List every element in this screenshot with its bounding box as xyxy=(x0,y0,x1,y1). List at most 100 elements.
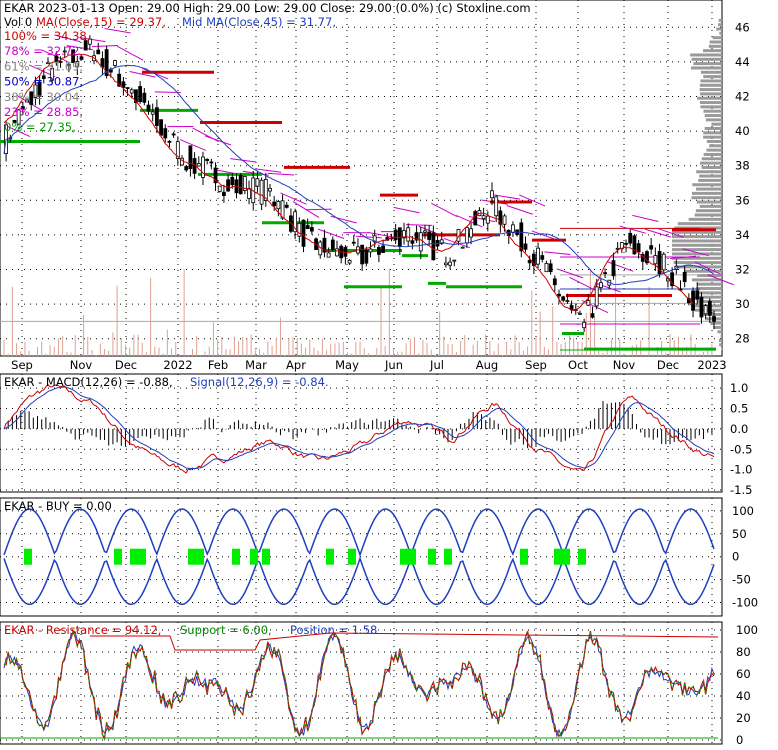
volume-profile-bar xyxy=(700,84,722,87)
price-tick-label: 40 xyxy=(735,124,750,138)
candle-body xyxy=(365,250,368,263)
buy-signal-marker xyxy=(428,549,436,565)
candle-body xyxy=(470,229,473,237)
volume-profile-bar xyxy=(710,41,722,44)
candle-body xyxy=(210,162,213,163)
volume-profile-bar xyxy=(693,62,722,65)
candle-body xyxy=(222,192,225,195)
volume-profile-bar xyxy=(672,248,722,251)
candle-body xyxy=(185,167,188,170)
candle-body xyxy=(256,179,259,186)
volume-profile-bar xyxy=(703,75,722,78)
candle-body xyxy=(348,260,351,263)
candle-body xyxy=(227,180,230,191)
signal-label: Signal(12,26,9) = -0.84. xyxy=(190,375,329,389)
candle-body xyxy=(239,175,242,193)
candle-body xyxy=(595,287,598,306)
buy-signal-marker xyxy=(232,549,240,565)
candle-body xyxy=(578,313,581,314)
price-tick-label: 32 xyxy=(735,263,750,277)
macd-tick-label: -1.5 xyxy=(730,483,752,497)
candle-body xyxy=(130,90,133,93)
volume-profile-bar xyxy=(713,326,722,329)
x-tick-label: Jul xyxy=(429,358,444,372)
x-tick-label: Oct xyxy=(568,358,588,372)
volume-profile-bar xyxy=(704,153,722,156)
buy-signal-marker xyxy=(554,549,562,565)
candle-body xyxy=(126,88,129,89)
candle-body xyxy=(654,256,657,264)
candle-body xyxy=(310,228,313,232)
candle-body xyxy=(432,233,435,260)
volume-profile-bar xyxy=(697,283,722,286)
candle-body xyxy=(361,245,364,264)
buy-tick-label: -50 xyxy=(732,573,751,587)
candle-body xyxy=(298,223,301,236)
candle-body xyxy=(97,50,100,54)
candle-body xyxy=(139,86,142,101)
volume-profile-bar xyxy=(702,157,722,160)
price-tick-label: 36 xyxy=(735,193,750,207)
candle-body xyxy=(377,247,380,254)
volume-profile-bar xyxy=(691,196,722,199)
volume-profile-bar xyxy=(709,45,722,48)
candle-body xyxy=(650,246,653,249)
buy-tick-label: 50 xyxy=(732,527,747,541)
candle-body xyxy=(453,260,456,261)
volume-profile-bar xyxy=(706,118,722,121)
x-tick-label: 2023 xyxy=(697,358,726,372)
volume-profile-bar xyxy=(700,79,722,82)
volume-profile-bar xyxy=(709,144,722,147)
buy-signal-marker xyxy=(250,549,258,565)
volume-profile-bar xyxy=(721,335,722,338)
candle-body xyxy=(164,129,167,138)
candle-body xyxy=(612,261,615,276)
candle-body xyxy=(558,294,561,296)
buy-signal-marker xyxy=(578,549,586,565)
buy-signal-marker xyxy=(138,549,146,565)
volume-profile-bar xyxy=(703,136,722,139)
x-tick-label: Nov xyxy=(613,358,636,372)
fib-label: 78% = 32.72, xyxy=(4,44,83,58)
fibonacci-labels: 100% = 34.38,78% = 32.72,61% = 31.69,50%… xyxy=(4,29,90,134)
candle-body xyxy=(197,164,200,166)
macd-tick-label: 0.5 xyxy=(730,402,748,416)
buy-tick-label: 0 xyxy=(732,550,739,564)
x-tick-label: Feb xyxy=(208,358,228,372)
candle-body xyxy=(629,233,632,243)
candle-body xyxy=(302,220,305,246)
buy-signal-marker xyxy=(114,549,122,565)
candle-body xyxy=(583,322,586,327)
candle-body xyxy=(160,120,163,135)
volume-profile-bar xyxy=(672,244,722,247)
buy-signal-marker xyxy=(130,549,138,565)
volume-profile-bar xyxy=(721,348,722,351)
volume-profile-bar xyxy=(696,188,722,191)
candle-body xyxy=(423,231,426,233)
volume-profile-bar xyxy=(692,183,722,186)
volume-profile-bar xyxy=(700,162,722,165)
position-tick-label: 100 xyxy=(736,623,758,637)
candle-body xyxy=(625,243,628,244)
candle-body xyxy=(168,141,171,142)
support-label: Support = 6.00, xyxy=(180,623,272,637)
buy-signal-marker xyxy=(520,549,528,565)
candle-body xyxy=(285,205,288,207)
fib-label: 50% = 30.87, xyxy=(4,75,83,89)
x-tick-label: Dec xyxy=(657,358,679,372)
volume-profile-bar xyxy=(690,53,722,56)
candle-body xyxy=(231,177,234,184)
position-tick-label: 20 xyxy=(736,711,751,725)
volume-profile-bar xyxy=(696,209,722,212)
volume-profile-bar xyxy=(692,58,722,61)
candle-body xyxy=(201,157,204,177)
fib-label: 0% = 27.35, xyxy=(4,120,76,134)
position-tick-label: 0 xyxy=(736,733,743,746)
price-tick-label: 30 xyxy=(735,297,750,311)
volume-profile-bar xyxy=(696,170,722,173)
buy-signal-marker xyxy=(400,549,408,565)
volume-profile-bar xyxy=(719,32,722,35)
volume-profile-bar xyxy=(719,339,722,342)
candle-body xyxy=(331,240,334,250)
